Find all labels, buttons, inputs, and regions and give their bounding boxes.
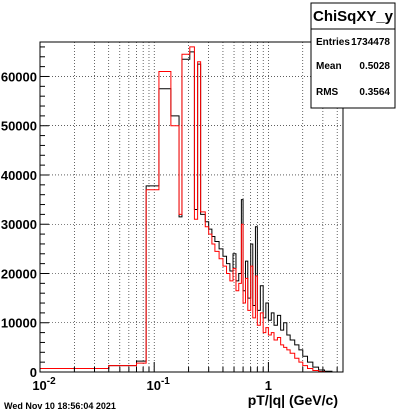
tick-labels: 0 10000 20000 30000 40000 50000 60000 10-2 10-1 1 (1, 69, 272, 393)
y-tick-label: 10000 (1, 316, 37, 331)
footer-timestamp: Wed Nov 10 18:56:04 2021 (4, 401, 116, 411)
stats-box-frame (310, 2, 396, 109)
x-tick-label: 10-2 (32, 376, 56, 393)
stats-entries-label: Entries (316, 37, 350, 48)
y-tick-label: 0 (30, 365, 37, 380)
stats-title: ChiSqXY_y (313, 8, 394, 25)
stats-entries-value: 1734478 (351, 37, 390, 48)
x-tick-label: 10-1 (147, 376, 171, 393)
series-layer (40, 46, 343, 373)
stats-mean-label: Mean (316, 61, 342, 72)
stats-box: ChiSqXY_y Entries 1734478 Mean 0.5028 RM… (310, 2, 396, 109)
plot-frame (39, 41, 344, 373)
y-tick-label: 20000 (1, 266, 37, 281)
y-tick-label: 60000 (1, 69, 37, 84)
x-tick-label: 1 (265, 378, 272, 393)
stats-mean-value: 0.5028 (359, 61, 390, 72)
x-axis-title: pT/|q| (GeV/c) (248, 392, 338, 408)
series-red-histogram (40, 46, 343, 373)
stats-rms-label: RMS (316, 87, 339, 98)
y-tick-label: 30000 (1, 217, 37, 232)
axis-ticks (39, 46, 338, 373)
y-tick-label: 40000 (1, 168, 37, 183)
stats-rms-value: 0.3564 (359, 87, 390, 98)
series-black-histogram (40, 51, 343, 373)
y-tick-label: 50000 (1, 119, 37, 134)
